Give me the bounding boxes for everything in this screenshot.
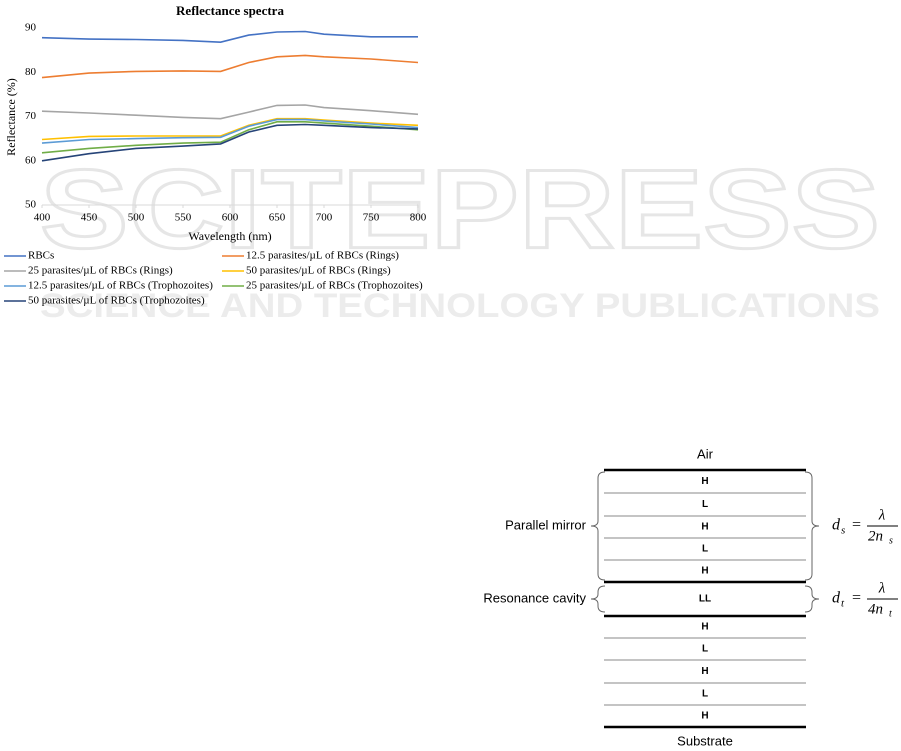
legend-label: 50 parasites/µL of RBCs (Trophozoites)	[28, 295, 205, 307]
y-tick-label: 80	[25, 66, 37, 78]
formula-num: λ	[878, 580, 886, 596]
series-line	[41, 30, 418, 44]
legend-label: 25 parasites/µL of RBCs (Trophozoites)	[246, 280, 423, 292]
y-axis-label: Reflectance (%)	[4, 78, 18, 156]
legend-label: 25 parasites/µL of RBCs (Rings)	[28, 265, 173, 277]
layer-label: L	[702, 689, 708, 700]
bottom-label: Substrate	[677, 733, 733, 748]
group-label: Resonance cavity	[483, 590, 586, 605]
layer-label: H	[701, 666, 708, 677]
y-tick-label: 90	[25, 22, 37, 34]
series-line	[41, 54, 419, 79]
legend-label: 12.5 parasites/µL of RBCs (Rings)	[246, 250, 399, 262]
layer-label: H	[701, 711, 708, 722]
y-tick-label: 60	[25, 154, 37, 166]
formula-eq: =	[852, 590, 861, 607]
x-tick-label: 800	[410, 212, 427, 224]
formula-lhs: d	[832, 590, 841, 607]
legend-label: 50 parasites/µL of RBCs (Rings)	[246, 265, 391, 277]
layer-label: LL	[699, 594, 711, 605]
formula-lhs-sub: s	[841, 525, 845, 537]
x-tick-label: 500	[128, 212, 145, 224]
formula-den: 4n	[868, 601, 883, 617]
series-line	[41, 117, 419, 141]
watermark-subtitle: SCIENCE AND TECHNOLOGY PUBLICATIONS	[40, 287, 880, 325]
chart-title: Reflectance spectra	[176, 3, 284, 18]
x-axis-label: Wavelength (nm)	[188, 229, 271, 243]
x-tick-label: 450	[81, 212, 98, 224]
layer-label: L	[702, 499, 708, 510]
x-tick-label: 750	[363, 212, 380, 224]
formula-den-sub: s	[889, 535, 893, 546]
x-tick-label: 600	[222, 212, 239, 224]
legend-label: RBCs	[28, 250, 54, 262]
layer-label: H	[701, 622, 708, 633]
x-tick-label: 550	[175, 212, 192, 224]
formula-eq: =	[852, 517, 861, 534]
formula-lhs-sub: t	[841, 598, 845, 610]
y-tick-label: 70	[25, 110, 37, 122]
series-line	[41, 121, 419, 154]
top-label: Air	[697, 446, 714, 461]
layer-label: H	[701, 522, 708, 533]
series-line	[41, 104, 419, 120]
series-line	[41, 123, 419, 162]
formula-num: λ	[878, 507, 886, 523]
layer-label: H	[701, 476, 708, 487]
brace	[590, 471, 606, 581]
brace	[590, 585, 606, 613]
brace	[804, 471, 820, 581]
formula-den-sub: t	[889, 608, 892, 619]
x-tick-label: 400	[34, 212, 51, 224]
x-tick-label: 700	[316, 212, 333, 224]
formula-lhs: d	[832, 517, 841, 534]
watermark-title: SCITEPRESS	[40, 147, 880, 272]
legend-label: 12.5 parasites/µL of RBCs (Trophozoites)	[28, 280, 213, 292]
brace	[804, 585, 820, 613]
group-label: Parallel mirror	[505, 517, 587, 532]
x-tick-label: 650	[269, 212, 286, 224]
layer-label: L	[702, 544, 708, 555]
layer-label: H	[701, 566, 708, 577]
formula-den: 2n	[868, 528, 883, 544]
y-tick-label: 50	[25, 199, 37, 211]
layer-label: L	[702, 644, 708, 655]
series-line	[41, 118, 419, 144]
